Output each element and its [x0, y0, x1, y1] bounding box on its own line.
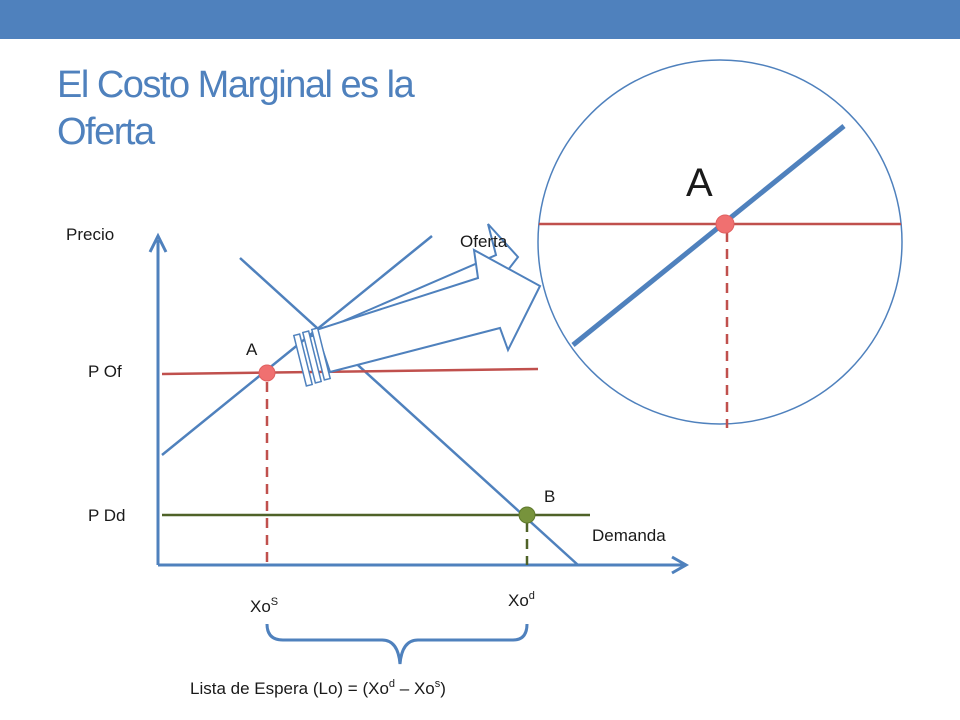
- y-axis-label: Precio: [66, 225, 114, 244]
- title-line-2: Oferta: [57, 111, 155, 153]
- top-accent-bar: [0, 0, 960, 39]
- y-axis-arrowhead: [148, 232, 168, 253]
- price-supply-label: P Of: [88, 362, 122, 381]
- zoom-point-a: [715, 214, 735, 234]
- xos-label: XoS: [250, 596, 278, 616]
- zoom-supply-line: [571, 124, 846, 347]
- point-b-label: B: [544, 487, 555, 506]
- zoom-circle: [537, 59, 903, 428]
- point-a-label: A: [246, 340, 258, 359]
- title-line-1: El Costo Marginal es la: [57, 64, 415, 106]
- supply-label: Oferta: [460, 232, 508, 251]
- point-a: [258, 364, 276, 382]
- x-axis-arrowhead: [671, 555, 690, 575]
- magnify-arrow: [292, 223, 542, 387]
- waiting-list-label: Lista de Espera (Lo) = (Xod – Xos): [190, 678, 446, 698]
- point-b: [518, 506, 536, 524]
- demand-label: Demanda: [592, 526, 666, 545]
- price-supply-line: [161, 367, 539, 376]
- price-demand-label: P Dd: [88, 506, 126, 525]
- xod-label: Xod: [508, 590, 535, 610]
- waiting-list-brace: [265, 623, 529, 665]
- slide-title: El Costo Marginal es la Oferta: [57, 62, 517, 156]
- zoom-point-label: A: [686, 161, 713, 205]
